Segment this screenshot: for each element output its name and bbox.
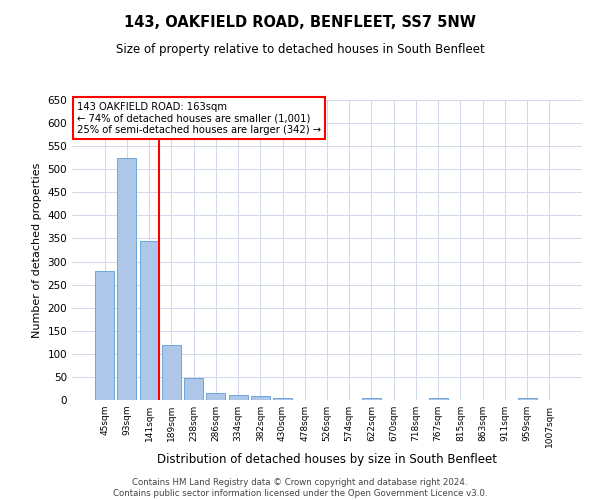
Bar <box>206 393 225 400</box>
Text: Contains HM Land Registry data © Crown copyright and database right 2024.
Contai: Contains HM Land Registry data © Crown c… <box>113 478 487 498</box>
Bar <box>362 398 381 400</box>
Bar <box>162 344 181 400</box>
Text: 143 OAKFIELD ROAD: 163sqm
← 74% of detached houses are smaller (1,001)
25% of se: 143 OAKFIELD ROAD: 163sqm ← 74% of detac… <box>77 102 321 134</box>
Bar <box>140 241 158 400</box>
Bar <box>95 271 114 400</box>
Bar <box>118 158 136 400</box>
Text: Distribution of detached houses by size in South Benfleet: Distribution of detached houses by size … <box>157 452 497 466</box>
Bar <box>429 398 448 400</box>
Bar <box>184 378 203 400</box>
Y-axis label: Number of detached properties: Number of detached properties <box>32 162 42 338</box>
Bar <box>229 396 248 400</box>
Bar <box>518 398 536 400</box>
Text: 143, OAKFIELD ROAD, BENFLEET, SS7 5NW: 143, OAKFIELD ROAD, BENFLEET, SS7 5NW <box>124 15 476 30</box>
Text: Size of property relative to detached houses in South Benfleet: Size of property relative to detached ho… <box>116 42 484 56</box>
Bar <box>251 396 270 400</box>
Bar <box>273 398 292 400</box>
